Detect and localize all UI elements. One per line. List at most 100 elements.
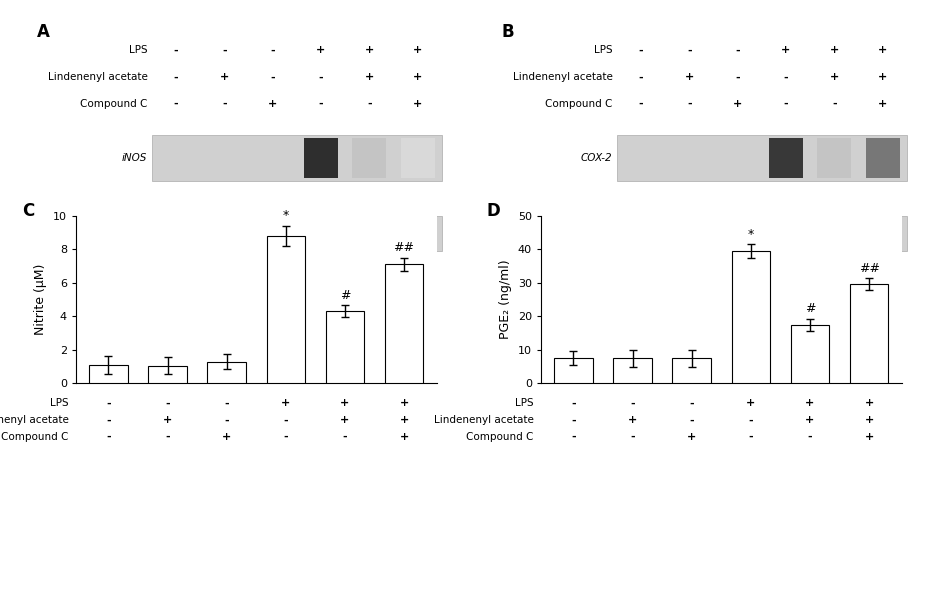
Text: +: + [829, 72, 839, 82]
Text: -: - [749, 415, 754, 425]
Bar [352, 219, 386, 249]
Text: +: + [806, 398, 814, 409]
Text: LPS: LPS [129, 46, 147, 55]
Text: Actin: Actin [121, 229, 147, 238]
Text: -: - [687, 99, 692, 109]
Text: -: - [174, 46, 178, 55]
Bar [152, 216, 442, 251]
Text: +: + [865, 432, 874, 442]
Text: +: + [400, 432, 409, 442]
Text: -: - [689, 415, 694, 425]
Text: Actin: Actin [586, 229, 612, 238]
Text: -: - [689, 398, 694, 409]
Text: ##: ## [394, 241, 415, 254]
Bar [148, 366, 187, 383]
Text: -: - [367, 99, 372, 109]
Text: -: - [165, 398, 170, 409]
Text: +: + [281, 398, 290, 409]
Text: +: + [829, 46, 839, 55]
Text: -: - [106, 415, 111, 425]
Bar [613, 358, 652, 383]
Text: +: + [341, 398, 349, 409]
Text: -: - [222, 46, 227, 55]
Bar [400, 219, 435, 249]
Bar [672, 219, 706, 249]
Bar [352, 138, 386, 179]
Text: -: - [735, 72, 740, 82]
Text: iNOS: iNOS [122, 153, 147, 163]
Bar [769, 138, 803, 179]
Bar [865, 138, 900, 179]
Bar [623, 219, 658, 249]
Text: Compound C: Compound C [80, 99, 147, 109]
Text: B: B [502, 23, 514, 41]
Text: +: + [222, 432, 232, 442]
Text: -: - [735, 46, 740, 55]
Text: Compound C: Compound C [466, 432, 533, 442]
Text: -: - [784, 99, 789, 109]
Bar [304, 219, 338, 249]
Text: -: - [270, 72, 275, 82]
Text: +: + [781, 46, 791, 55]
Text: LPS: LPS [515, 398, 533, 409]
Text: -: - [784, 72, 789, 82]
Text: -: - [284, 415, 288, 425]
Text: A: A [37, 23, 49, 41]
Text: -: - [319, 72, 324, 82]
Text: -: - [808, 432, 812, 442]
Bar [152, 135, 442, 181]
Text: -: - [639, 99, 643, 109]
Bar [732, 251, 770, 383]
Text: Lindenenyl acetate: Lindenenyl acetate [512, 72, 612, 82]
Bar [304, 138, 338, 179]
Text: -: - [687, 46, 692, 55]
Text: Compound C: Compound C [545, 99, 612, 109]
Text: -: - [284, 432, 288, 442]
Text: -: - [224, 398, 229, 409]
Text: -: - [571, 398, 576, 409]
Text: +: + [163, 415, 172, 425]
Text: +: + [413, 46, 422, 55]
Bar [791, 325, 829, 383]
Text: -: - [222, 99, 227, 109]
Text: -: - [270, 46, 275, 55]
Text: +: + [219, 72, 229, 82]
Bar [326, 311, 364, 383]
Text: +: + [400, 415, 409, 425]
Bar [817, 138, 851, 179]
Bar [769, 219, 803, 249]
Text: +: + [268, 99, 277, 109]
Text: #: # [340, 289, 350, 302]
Text: *: * [748, 228, 754, 241]
Bar [617, 135, 907, 181]
Text: -: - [630, 398, 635, 409]
Bar [267, 236, 305, 383]
Bar [865, 219, 900, 249]
Bar [255, 219, 289, 249]
Bar [208, 362, 246, 383]
Text: LPS: LPS [594, 46, 612, 55]
Bar [207, 219, 241, 249]
Text: +: + [806, 415, 814, 425]
Bar [554, 358, 593, 383]
Text: Lindenenyl acetate: Lindenenyl acetate [0, 415, 68, 425]
Y-axis label: Nitrite (μM): Nitrite (μM) [34, 264, 47, 335]
Text: -: - [165, 432, 170, 442]
Text: D: D [487, 202, 500, 220]
Bar [384, 264, 423, 383]
Text: +: + [878, 99, 887, 109]
Bar [849, 285, 888, 383]
Bar [817, 219, 851, 249]
Text: *: * [283, 209, 288, 222]
Text: +: + [364, 46, 374, 55]
Text: -: - [319, 99, 324, 109]
Text: -: - [224, 415, 229, 425]
Text: +: + [316, 46, 326, 55]
Text: +: + [687, 432, 697, 442]
Text: -: - [630, 432, 635, 442]
Y-axis label: PGE₂ (ng/ml): PGE₂ (ng/ml) [499, 260, 512, 339]
Text: -: - [174, 99, 178, 109]
Text: +: + [733, 99, 742, 109]
Bar [720, 219, 754, 249]
Text: +: + [865, 415, 874, 425]
